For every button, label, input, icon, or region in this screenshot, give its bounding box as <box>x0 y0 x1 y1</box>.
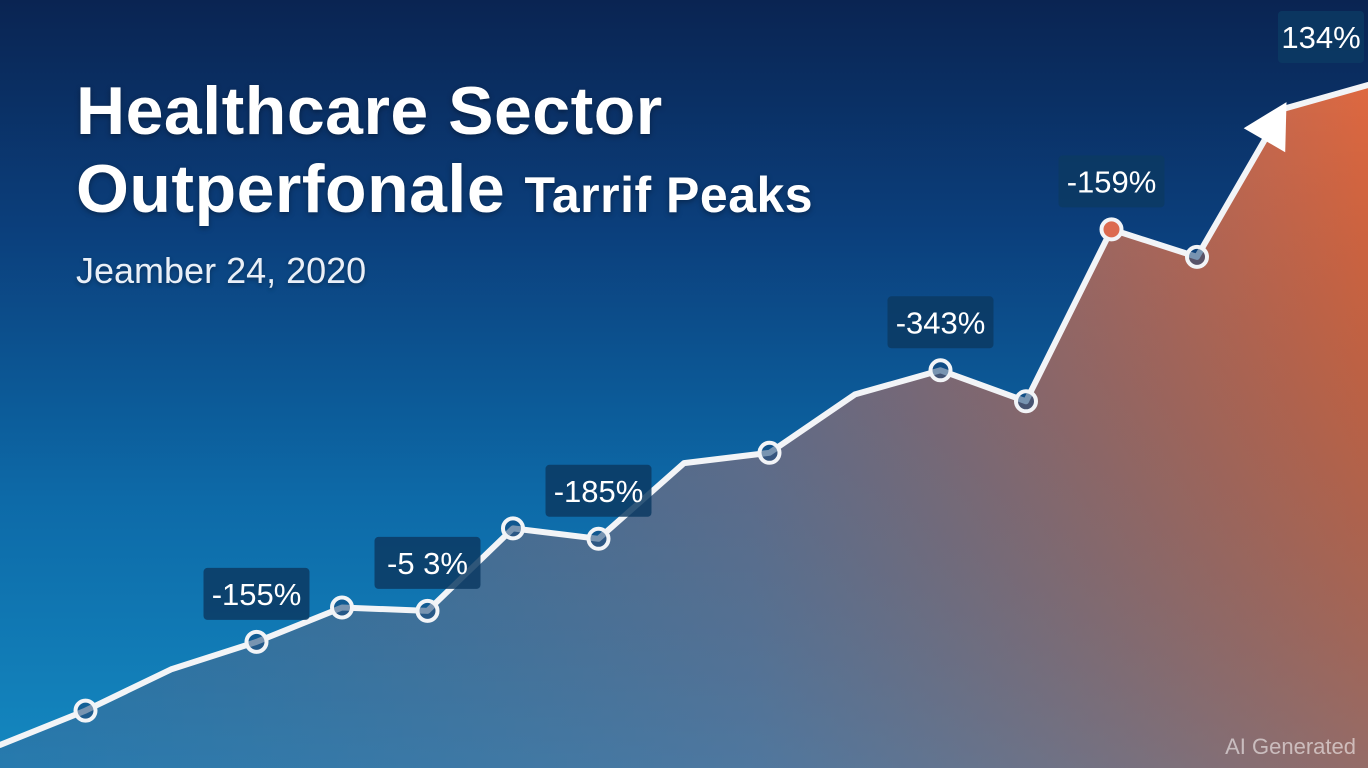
series-line <box>0 82 1368 748</box>
trend-arrow-head <box>1243 102 1287 153</box>
marker-layer <box>73 217 1209 723</box>
data-label: -159% <box>1058 155 1165 208</box>
data-label: -343% <box>887 296 994 349</box>
data-label: -185% <box>545 464 652 517</box>
data-label-text: -343% <box>896 305 986 340</box>
data-label-box <box>374 536 481 589</box>
chart-title: Healthcare Sector Outperfonale Tarrif Pe… <box>76 72 813 234</box>
data-label: -155% <box>203 567 310 620</box>
data-label-box <box>1278 11 1364 63</box>
data-label-text: -159% <box>1067 164 1157 199</box>
data-label: 134% <box>1278 11 1364 63</box>
data-label-text: -5 3% <box>387 546 468 581</box>
data-point-marker <box>1014 389 1038 414</box>
data-label-text: 134% <box>1281 20 1360 55</box>
data-label-box <box>887 296 994 349</box>
data-label-box <box>545 464 652 517</box>
data-point-marker <box>1099 217 1124 242</box>
chart-date: Jeamber 24, 2020 <box>76 250 367 291</box>
data-point-marker <box>501 516 525 541</box>
data-point-marker <box>415 598 440 623</box>
data-label-box <box>1058 155 1165 208</box>
area-fill-layer <box>0 85 1368 768</box>
series-line-layer <box>0 82 1368 748</box>
data-label-box <box>203 567 310 620</box>
data-label-text: -155% <box>212 577 302 612</box>
data-point-marker <box>586 526 611 551</box>
data-label-layer: -155% -5 3% -185% -343% -159% 134% <box>203 11 1364 620</box>
title-line-2-small: Tarrif Peaks <box>524 167 814 223</box>
ai-generated-watermark: AI Generated <box>1225 734 1356 759</box>
data-point-marker <box>757 440 782 465</box>
data-point-marker <box>244 629 269 654</box>
data-label: -5 3% <box>374 536 481 589</box>
data-point-marker <box>73 698 98 723</box>
data-point-marker <box>928 358 953 383</box>
title-line-1: Healthcare Sector <box>76 73 663 149</box>
data-point-marker <box>330 595 354 620</box>
data-point-marker <box>1185 244 1209 269</box>
title-line-2-main: Outperfonale <box>76 151 506 227</box>
data-label-text: -185% <box>554 474 644 509</box>
area-fade <box>0 85 1368 768</box>
